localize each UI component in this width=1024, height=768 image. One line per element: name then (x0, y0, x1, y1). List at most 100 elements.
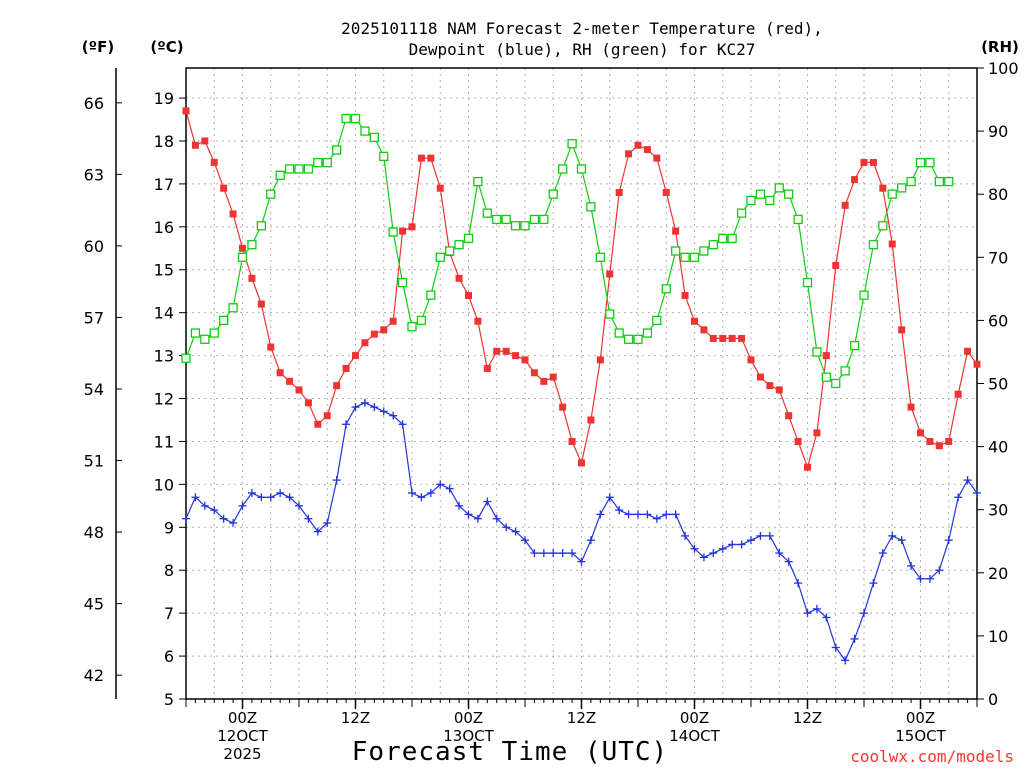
dewpoint-point (869, 579, 878, 588)
fahrenheit-tick-label: 57 (84, 308, 104, 327)
temperature-point (493, 347, 501, 355)
dewpoint-point (266, 493, 275, 502)
rh-tick-label: 100 (988, 59, 1019, 78)
rh-tick-label: 50 (988, 375, 1008, 394)
rh-point (878, 221, 888, 231)
dewpoint-point (662, 510, 671, 519)
dewpoint-point (737, 540, 746, 549)
celsius-tick-label: 13 (154, 347, 174, 366)
temperature-point (794, 437, 802, 445)
temperature-point (775, 386, 783, 394)
x-tick-label: 00Z (228, 709, 257, 727)
rh-point (482, 208, 492, 218)
rh-point (906, 176, 916, 187)
temperature-point (945, 437, 953, 445)
rh-point (642, 328, 653, 338)
fahrenheit-tick-label: 63 (84, 165, 104, 184)
rh-point (558, 164, 568, 174)
rh-point (576, 164, 587, 174)
dewpoint-point (549, 549, 558, 558)
fahrenheit-tick-label: 54 (84, 380, 104, 399)
rh-point (435, 252, 445, 262)
rh-point (219, 315, 229, 326)
rh-point (407, 322, 417, 332)
temperature-point (841, 201, 849, 209)
rh-point (784, 189, 794, 199)
temperature-point (276, 369, 284, 377)
rh-point (793, 214, 803, 225)
grid (186, 68, 977, 699)
celsius-tick-label: 12 (154, 390, 174, 409)
rh-point (548, 189, 558, 199)
dewpoint-point (257, 493, 266, 502)
dewpoint-point (907, 561, 916, 570)
dewpoint-point (342, 420, 351, 429)
dewpoint-point (747, 536, 755, 545)
dewpoint-point (200, 501, 209, 510)
temperature-point (898, 326, 906, 334)
chart-title-line-2: Dewpoint (blue), RH (green) for KC27 (409, 40, 756, 59)
temperature-point (257, 300, 265, 308)
rh-point (605, 309, 615, 319)
dewpoint-point (944, 536, 953, 545)
rh-point (473, 176, 483, 187)
temperature-point (926, 437, 934, 445)
dewpoint-point (822, 613, 831, 622)
dewpoint-point (605, 493, 614, 502)
temperature-point (333, 382, 341, 390)
dewpoint-point (417, 493, 426, 502)
temperature-point (191, 141, 199, 149)
dewpoint-point (351, 403, 360, 412)
temperature-point (229, 210, 237, 218)
temperature-point (314, 420, 322, 428)
rh-point (445, 246, 455, 256)
temperature-point (267, 343, 275, 351)
x-tick-year-label: 2025 (223, 745, 261, 763)
rh-point (934, 176, 944, 187)
dewpoint-point (935, 566, 944, 575)
dewpoint-point (643, 510, 652, 519)
rh-point (416, 315, 427, 326)
dewpoint-point (360, 398, 369, 407)
temperature-point (625, 150, 633, 158)
temperature-point (606, 270, 614, 278)
dewpoint-point (247, 488, 256, 497)
rh-tick-label: 40 (988, 438, 1008, 457)
fahrenheit-tick-label: 42 (84, 666, 104, 685)
temperature-point (342, 364, 350, 372)
dewpoint-point (455, 501, 464, 510)
x-tick-label: 12Z (341, 709, 370, 727)
dewpoint-point (313, 527, 322, 536)
x-tick-label: 00Z (680, 709, 709, 727)
temperature-point (201, 137, 209, 145)
temperature-series (182, 107, 981, 471)
celsius-tick-label: 14 (154, 304, 174, 323)
dewpoint-point (483, 497, 492, 506)
temperature-point (700, 326, 708, 334)
celsius-tick-label: 10 (154, 475, 174, 494)
rh-series (181, 113, 954, 389)
dewpoint-point (812, 604, 821, 613)
dewpoint-point (652, 514, 661, 523)
rh-point (821, 372, 831, 382)
dewpoint-point (229, 519, 238, 528)
rh-tick-label: 70 (988, 248, 1008, 267)
rh-point (228, 303, 238, 313)
temperature-point (587, 416, 595, 424)
dewpoint-point (492, 514, 501, 523)
temperature-point (427, 154, 435, 162)
temperature-point (681, 292, 689, 300)
temperature-point (286, 377, 294, 385)
dewpoint-point (295, 501, 303, 510)
dewpoint-point (596, 510, 605, 519)
rh-point (708, 240, 718, 250)
temperature-point (323, 412, 331, 420)
axes: 5 6 7 8 9 10 11 12 13 14 15 16 17 18 19 42 45 48 51 54 57 60 6… (84, 59, 1019, 763)
dewpoint-point (794, 579, 803, 588)
temperature-point (455, 274, 463, 282)
dewpoint-point (182, 514, 190, 523)
rh-point (379, 151, 389, 161)
rh-tick-label: 10 (988, 627, 1008, 646)
rh-point (275, 170, 285, 180)
temperature-point (389, 317, 397, 325)
